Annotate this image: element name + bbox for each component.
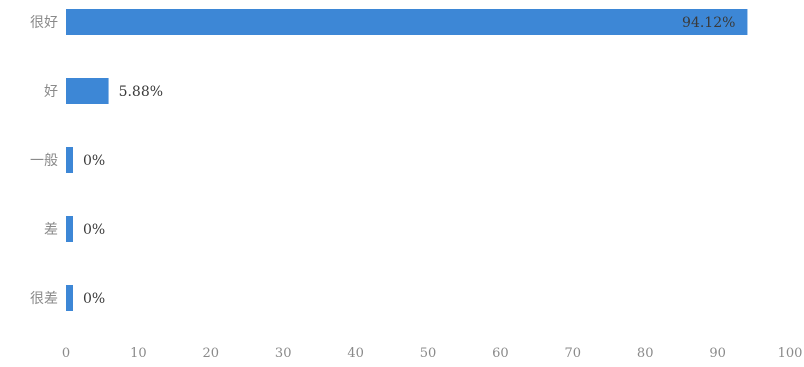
value-label-0: 94.12% (682, 15, 735, 31)
bar-2 (66, 147, 73, 173)
value-label-1: 5.88% (119, 84, 163, 100)
x-tick-label-10: 100 (778, 346, 803, 361)
x-tick-label-7: 70 (565, 346, 582, 361)
bar-1 (66, 78, 109, 104)
bar-0 (66, 9, 748, 35)
bars-group (66, 9, 748, 311)
x-axis-ticks-group: 0 10 20 30 40 50 60 70 80 90 100 (62, 346, 803, 361)
value-labels-group: 94.12% 5.88% 0% 0% 0% (83, 15, 735, 307)
x-tick-label-1: 10 (130, 346, 147, 361)
x-tick-label-6: 60 (492, 346, 509, 361)
bar-3 (66, 216, 73, 242)
value-label-4: 0% (83, 291, 105, 307)
category-label-1: 好 (44, 84, 58, 100)
x-tick-label-2: 20 (203, 346, 220, 361)
x-tick-label-5: 50 (420, 346, 437, 361)
bar-4 (66, 285, 73, 311)
category-label-2: 一般 (30, 153, 58, 169)
value-label-3: 0% (83, 222, 105, 238)
category-label-4: 很差 (30, 291, 58, 307)
category-label-0: 很好 (30, 15, 58, 31)
x-tick-label-0: 0 (62, 346, 70, 361)
x-tick-label-8: 80 (637, 346, 654, 361)
value-label-2: 0% (83, 153, 105, 169)
x-tick-label-3: 30 (275, 346, 292, 361)
category-label-3: 差 (44, 222, 58, 238)
x-tick-label-9: 90 (709, 346, 726, 361)
x-tick-label-4: 40 (347, 346, 364, 361)
